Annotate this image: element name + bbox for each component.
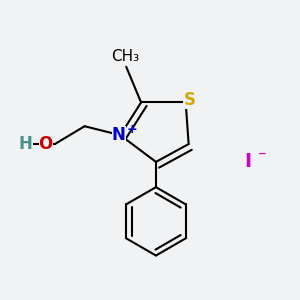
Text: S: S (184, 91, 196, 109)
Text: O: O (38, 135, 53, 153)
Text: I: I (244, 152, 252, 171)
Text: H: H (19, 135, 33, 153)
Text: N: N (112, 126, 126, 144)
Text: +: + (126, 123, 137, 136)
Text: CH₃: CH₃ (111, 50, 139, 64)
Text: ⁻: ⁻ (258, 148, 267, 166)
